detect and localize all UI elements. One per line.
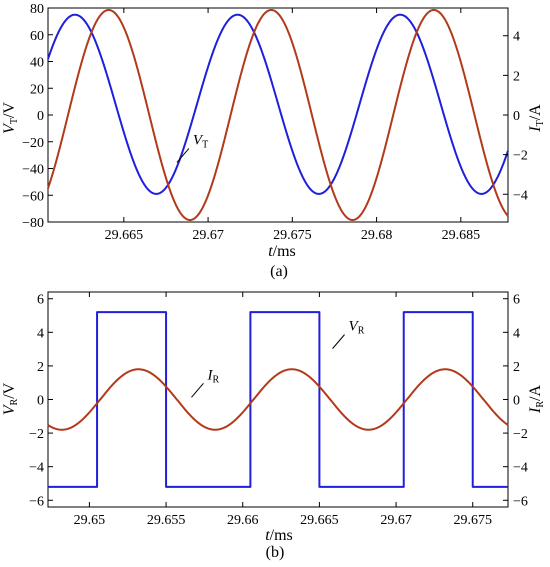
right-y-tick-label: −2 — [513, 427, 528, 442]
panel-a-series — [47, 8, 509, 222]
x-tick-label: 29.68 — [361, 228, 393, 243]
x-tick-label: 29.665 — [300, 513, 339, 528]
left-y-tick-label: 60 — [30, 29, 44, 44]
panel-a-annotations: ITVT — [176, 132, 208, 163]
panel-a-axes-box — [47, 7, 509, 223]
x-tick-label: 29.685 — [442, 228, 481, 243]
x-tick-label: 29.655 — [147, 513, 186, 528]
right-y-tick-label: −6 — [513, 494, 528, 509]
left-y-tick-label: −20 — [22, 136, 44, 151]
right-y-tick-label: 6 — [513, 293, 520, 308]
x-tick-label: 29.67 — [380, 513, 412, 528]
series-line-VT — [47, 13, 509, 195]
right-y-tick-label: 0 — [513, 394, 520, 409]
panel-b-right-y-ticks: 6 4 2 0 −2 −4 −6 — [503, 293, 528, 509]
panel-a-right-y-ticks: 4 2 0 −2 −4 — [503, 30, 528, 203]
left-y-tick-label: 0 — [37, 394, 44, 409]
x-tick-label: 29.65 — [74, 513, 106, 528]
series-line-IT — [47, 8, 509, 222]
x-tick-label: 29.665 — [105, 228, 144, 243]
panel-b-left-y-ticks: 6 4 2 0 −2 −4 −6 — [29, 293, 53, 509]
panel-a: 29.665 29.67 29.675 29.68 29.685 806040200−2… — [1, 2, 546, 280]
left-y-tick-label: −4 — [29, 461, 44, 476]
annotation-VT: VT — [193, 132, 208, 150]
left-y-tick-label: 6 — [37, 293, 44, 308]
left-y-tick-label: −2 — [29, 427, 44, 442]
panel-a-label: (a) — [270, 263, 288, 280]
panel-b-axes-box — [47, 291, 509, 508]
right-y-tick-label: −4 — [513, 188, 528, 203]
annotation-VR: VR — [349, 319, 365, 337]
panel-b-label: (b) — [266, 544, 285, 561]
left-y-tick-label: 40 — [30, 56, 44, 71]
panel-a-left-axis-label: VT/V — [1, 102, 20, 134]
x-tick-label: 29.67 — [192, 228, 224, 243]
panel-a-x-axis-label: t/ms — [268, 243, 296, 260]
x-tick-label: 29.675 — [273, 228, 312, 243]
panel-b-right-axis-label: IR/A — [527, 385, 546, 414]
left-y-tick-label: 0 — [37, 109, 44, 124]
left-y-tick-label: −80 — [22, 216, 44, 231]
right-y-tick-label: 2 — [513, 360, 520, 375]
right-y-tick-label: 4 — [513, 30, 520, 45]
panel-a-left-y-ticks: 80 60 40 20 0 −20 −40 −60 −80 — [22, 2, 53, 231]
right-y-tick-label: −2 — [513, 149, 528, 164]
panel-b-left-axis-label: VR/V — [1, 382, 20, 415]
annotation-leader — [332, 334, 345, 349]
left-y-tick-label: 2 — [37, 360, 44, 375]
annotation-leader — [191, 383, 204, 398]
annotation-IR: IR — [206, 367, 219, 385]
right-y-tick-label: 2 — [513, 69, 520, 84]
left-y-tick-label: −60 — [22, 189, 44, 204]
x-tick-label: 29.66 — [227, 513, 259, 528]
left-y-tick-label: −6 — [29, 494, 44, 509]
series-line-IR — [47, 368, 509, 431]
panel-b-x-axis-label: t/ms — [265, 527, 293, 544]
panel-a-x-ticks: 29.665 29.67 29.675 29.68 29.685 — [105, 8, 480, 243]
right-y-tick-label: 0 — [513, 109, 520, 124]
panel-b: 29.65 29.655 29.66 29.665 29.67 29.675 6 4 2 0 −2… — [1, 291, 546, 561]
right-y-tick-label: 4 — [513, 326, 520, 341]
panel-b-x-ticks: 29.65 29.655 29.66 29.665 29.67 29.675 — [74, 292, 492, 528]
left-y-tick-label: 4 — [37, 326, 44, 341]
right-y-tick-label: −4 — [513, 461, 528, 476]
panel-b-series — [47, 311, 509, 488]
x-tick-label: 29.675 — [453, 513, 492, 528]
panel-a-right-axis-label: IT/A — [527, 104, 546, 133]
panel-b-annotations: VR IR — [191, 319, 365, 398]
left-y-tick-label: 20 — [30, 82, 44, 97]
left-y-tick-label: 80 — [30, 2, 44, 17]
annotation-leader — [176, 148, 190, 163]
left-y-tick-label: −40 — [22, 163, 44, 178]
series-line-VR — [48, 311, 508, 488]
